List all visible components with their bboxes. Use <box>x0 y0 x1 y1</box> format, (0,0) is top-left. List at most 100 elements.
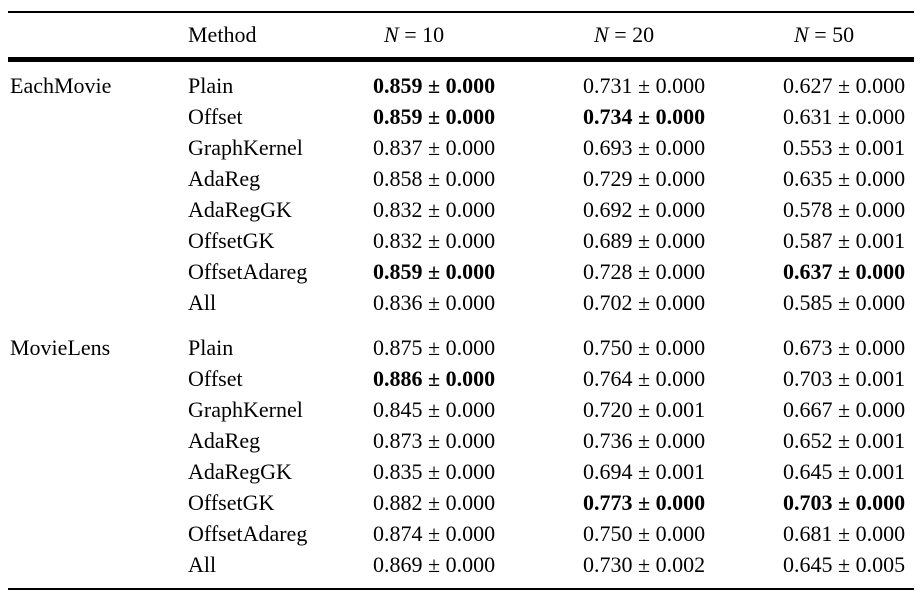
value-n20: 0.692 ± 0.000 <box>583 196 706 222</box>
math-var-n: N <box>594 22 609 47</box>
value-n20: 0.694 ± 0.001 <box>583 458 706 484</box>
table-row: All 0.836 ± 0.000 0.702 ± 0.000 0.585 ± … <box>8 287 914 318</box>
value-n50: 0.645 ± 0.001 <box>783 458 906 484</box>
math-var-n: N <box>384 22 399 47</box>
table-section: MovieLens Plain 0.875 ± 0.000 0.750 ± 0.… <box>8 332 914 580</box>
value-n50: 0.631 ± 0.000 <box>783 103 906 129</box>
header-n10-value: = 10 <box>398 22 445 47</box>
value-n50: 0.703 ± 0.000 <box>783 489 906 515</box>
method-label: OffsetGK <box>188 227 275 253</box>
header-method: Method <box>188 22 257 47</box>
header-rule <box>8 57 914 62</box>
method-label: Plain <box>188 72 234 98</box>
header-n10: N = 10 <box>373 22 583 48</box>
table-body: EachMovie Plain 0.859 ± 0.000 0.731 ± 0.… <box>8 62 914 588</box>
value-n50: 0.652 ± 0.001 <box>783 427 906 453</box>
value-n20: 0.750 ± 0.000 <box>583 334 706 360</box>
value-n50: 0.645 ± 0.005 <box>783 551 906 577</box>
table-row: OffsetAdareg 0.859 ± 0.000 0.728 ± 0.000… <box>8 256 914 287</box>
table-row: OffsetAdareg 0.874 ± 0.000 0.750 ± 0.000… <box>8 518 914 549</box>
table-row: OffsetGK 0.832 ± 0.000 0.689 ± 0.000 0.5… <box>8 225 914 256</box>
method-label: Offset <box>188 103 243 129</box>
value-n10: 0.837 ± 0.000 <box>373 134 496 160</box>
method-label: Offset <box>188 365 243 391</box>
table-row: Offset 0.886 ± 0.000 0.764 ± 0.000 0.703… <box>8 363 914 394</box>
value-n10: 0.859 ± 0.000 <box>373 103 496 129</box>
table-row: AdaRegGK 0.832 ± 0.000 0.692 ± 0.000 0.5… <box>8 194 914 225</box>
method-label: AdaReg <box>188 165 261 191</box>
method-label: AdaReg <box>188 427 261 453</box>
value-n20: 0.689 ± 0.000 <box>583 227 706 253</box>
table-row: AdaReg 0.858 ± 0.000 0.729 ± 0.000 0.635… <box>8 163 914 194</box>
value-n20: 0.734 ± 0.000 <box>583 103 706 129</box>
value-n50: 0.637 ± 0.000 <box>783 258 906 284</box>
value-n10: 0.836 ± 0.000 <box>373 289 496 315</box>
value-n20: 0.750 ± 0.000 <box>583 520 706 546</box>
value-n10: 0.832 ± 0.000 <box>373 196 496 222</box>
value-n10: 0.882 ± 0.000 <box>373 489 496 515</box>
value-n50: 0.587 ± 0.001 <box>783 227 906 253</box>
value-n50: 0.578 ± 0.000 <box>783 196 906 222</box>
value-n50: 0.553 ± 0.001 <box>783 134 906 160</box>
math-var-n: N <box>794 22 809 47</box>
value-n10: 0.859 ± 0.000 <box>373 258 496 284</box>
value-n50: 0.703 ± 0.001 <box>783 365 906 391</box>
table-row: MovieLens Plain 0.875 ± 0.000 0.750 ± 0.… <box>8 332 914 363</box>
value-n10: 0.873 ± 0.000 <box>373 427 496 453</box>
dataset-label: EachMovie <box>10 72 112 98</box>
value-n50: 0.667 ± 0.000 <box>783 396 906 422</box>
results-table: Method N = 10 N = 20 N = 50 EachMovie Pl… <box>8 11 914 590</box>
method-label: OffsetGK <box>188 489 275 515</box>
value-n20: 0.729 ± 0.000 <box>583 165 706 191</box>
method-label: All <box>188 551 217 577</box>
value-n50: 0.673 ± 0.000 <box>783 334 906 360</box>
table-row: EachMovie Plain 0.859 ± 0.000 0.731 ± 0.… <box>8 70 914 101</box>
value-n10: 0.845 ± 0.000 <box>373 396 496 422</box>
dataset-label: MovieLens <box>10 334 111 360</box>
bottom-rule <box>8 588 914 590</box>
method-label: AdaRegGK <box>188 196 292 222</box>
method-label: All <box>188 289 217 315</box>
value-n10: 0.832 ± 0.000 <box>373 227 496 253</box>
value-n10: 0.835 ± 0.000 <box>373 458 496 484</box>
table-row: AdaRegGK 0.835 ± 0.000 0.694 ± 0.001 0.6… <box>8 456 914 487</box>
value-n50: 0.635 ± 0.000 <box>783 165 906 191</box>
value-n50: 0.681 ± 0.000 <box>783 520 906 546</box>
value-n20: 0.736 ± 0.000 <box>583 427 706 453</box>
value-n50: 0.627 ± 0.000 <box>783 72 906 98</box>
value-n20: 0.730 ± 0.002 <box>583 551 706 577</box>
table-row: GraphKernel 0.837 ± 0.000 0.693 ± 0.000 … <box>8 132 914 163</box>
table-row: AdaReg 0.873 ± 0.000 0.736 ± 0.000 0.652… <box>8 425 914 456</box>
method-label: Plain <box>188 334 234 360</box>
table-section: EachMovie Plain 0.859 ± 0.000 0.731 ± 0.… <box>8 70 914 318</box>
header-n20-value: = 20 <box>608 22 655 47</box>
table-row: OffsetGK 0.882 ± 0.000 0.773 ± 0.000 0.7… <box>8 487 914 518</box>
value-n20: 0.764 ± 0.000 <box>583 365 706 391</box>
method-label: OffsetAdareg <box>188 520 308 546</box>
value-n20: 0.728 ± 0.000 <box>583 258 706 284</box>
header-n50: N = 50 <box>783 22 914 48</box>
method-label: GraphKernel <box>188 134 303 160</box>
value-n10: 0.874 ± 0.000 <box>373 520 496 546</box>
value-n10: 0.875 ± 0.000 <box>373 334 496 360</box>
value-n20: 0.731 ± 0.000 <box>583 72 706 98</box>
header-n20: N = 20 <box>583 22 783 48</box>
value-n10: 0.858 ± 0.000 <box>373 165 496 191</box>
value-n20: 0.720 ± 0.001 <box>583 396 706 422</box>
value-n50: 0.585 ± 0.000 <box>783 289 906 315</box>
header-n50-value: = 50 <box>808 22 855 47</box>
table-header-row: Method N = 10 N = 20 N = 50 <box>8 13 914 57</box>
method-label: AdaRegGK <box>188 458 292 484</box>
table-row: All 0.869 ± 0.000 0.730 ± 0.002 0.645 ± … <box>8 549 914 580</box>
top-rule <box>8 11 914 13</box>
value-n10: 0.869 ± 0.000 <box>373 551 496 577</box>
value-n20: 0.702 ± 0.000 <box>583 289 706 315</box>
value-n10: 0.886 ± 0.000 <box>373 365 496 391</box>
method-label: OffsetAdareg <box>188 258 308 284</box>
table-row: Offset 0.859 ± 0.000 0.734 ± 0.000 0.631… <box>8 101 914 132</box>
value-n20: 0.773 ± 0.000 <box>583 489 706 515</box>
table-row: GraphKernel 0.845 ± 0.000 0.720 ± 0.001 … <box>8 394 914 425</box>
method-label: GraphKernel <box>188 396 303 422</box>
value-n20: 0.693 ± 0.000 <box>583 134 706 160</box>
value-n10: 0.859 ± 0.000 <box>373 72 496 98</box>
